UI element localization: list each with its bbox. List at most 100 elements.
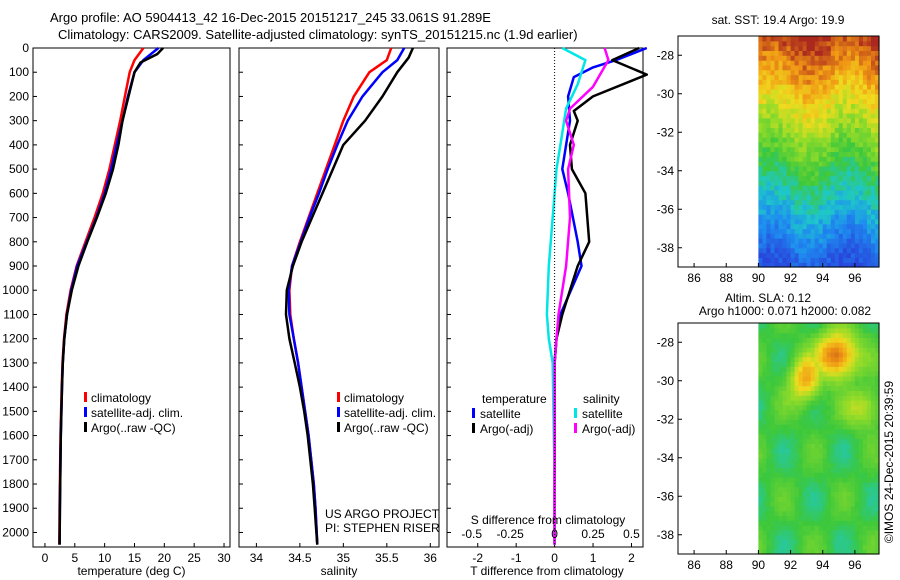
- sla_map-cell: [798, 467, 804, 473]
- sst_map-cell: [838, 180, 844, 186]
- sla_map-cell: [842, 347, 848, 353]
- sst_map-cell: [838, 262, 844, 268]
- sst_map-cell: [802, 127, 808, 133]
- sla_map-cell: [830, 327, 836, 334]
- sst_map-cell: [794, 132, 800, 138]
- sst_map-cell: [774, 45, 780, 51]
- sst_map-cell: [850, 88, 856, 95]
- sst_map-cell: [766, 238, 771, 244]
- sst_map-cell: [762, 204, 767, 210]
- sst_map-cell: [854, 242, 860, 249]
- sla_map-cell: [818, 539, 824, 545]
- sla_map-cell: [862, 544, 868, 550]
- sst_map-cell: [810, 64, 816, 71]
- sst_map-cell: [766, 204, 771, 210]
- sla_map-cell: [854, 472, 860, 478]
- sla_map-cell: [798, 510, 804, 517]
- sla_map-cell: [862, 366, 868, 372]
- sst_map-cell: [782, 185, 788, 191]
- temperature-ytick-label: 1500: [2, 404, 29, 418]
- sst_map-cell: [871, 103, 876, 109]
- sst_map-cell: [758, 132, 763, 138]
- sla_map-cell: [766, 371, 771, 377]
- sst_map-cell: [822, 127, 828, 133]
- sla_map-cell: [858, 443, 864, 449]
- sst_map-cell: [794, 50, 800, 56]
- sst_map-cell: [818, 223, 824, 230]
- sla_map-cell: [782, 491, 788, 497]
- sst_map-cell: [830, 146, 836, 153]
- sla_map-cell: [875, 414, 880, 420]
- sst_map-cell: [774, 180, 780, 186]
- sst_map-cell: [794, 238, 800, 244]
- sla_map-cell: [850, 361, 856, 367]
- sst_map-cell: [850, 180, 856, 186]
- sst_map-cell: [854, 209, 860, 215]
- sla_map-cell: [806, 337, 812, 343]
- sst_map-cell: [778, 170, 784, 177]
- sla_map-cell: [762, 448, 767, 454]
- sla_map-cell: [786, 337, 792, 343]
- sst_map-cell: [875, 127, 880, 133]
- sst_map-cell: [822, 156, 828, 162]
- sla_map-cell: [842, 419, 848, 425]
- sst_map-cell: [798, 122, 804, 128]
- sst_map-cell: [814, 132, 820, 138]
- sla_map-cell: [802, 544, 808, 550]
- sst_map-cell: [798, 40, 804, 47]
- figure-title-line2: Climatology: CARS2009. Satellite-adjuste…: [58, 27, 578, 42]
- sla_map-cell: [862, 481, 868, 488]
- sla_map-cell: [814, 438, 820, 444]
- sla_map-cell: [850, 448, 856, 454]
- sst_map-xtick-label: 88: [720, 271, 734, 285]
- sst_map-cell: [838, 88, 844, 95]
- sst_map-cell: [794, 84, 800, 90]
- sst_map-cell: [814, 252, 820, 258]
- sla_map-cell: [826, 414, 832, 420]
- sla_map-cell: [866, 351, 872, 358]
- sst_map-cell: [850, 194, 856, 201]
- sst_map-cell: [842, 223, 848, 230]
- sst_map-cell: [806, 79, 812, 85]
- sst_map-cell: [838, 50, 844, 56]
- sst_map-cell: [862, 199, 868, 205]
- sla_map-cell: [826, 351, 832, 358]
- sla_map-cell: [782, 327, 788, 334]
- sla_map-cell: [846, 438, 852, 444]
- sla_map-cell: [802, 510, 808, 517]
- sla_map-cell: [858, 496, 864, 502]
- sst_map-cell: [850, 223, 856, 230]
- sst_map-cell: [875, 117, 880, 124]
- sst_map-cell: [854, 199, 860, 205]
- sst_map-cell: [794, 108, 800, 114]
- sst_map-cell: [798, 146, 804, 153]
- sla_map-cell: [806, 443, 812, 449]
- sla_map-cell: [854, 544, 860, 550]
- sla_map-cell: [778, 356, 784, 363]
- sla_map-cell: [794, 520, 800, 526]
- sla_map-cell: [854, 448, 860, 454]
- sla_map-cell: [810, 366, 816, 372]
- sla_map-cell: [846, 419, 852, 425]
- sst_map-cell: [794, 137, 800, 143]
- sla_map-cell: [794, 332, 800, 338]
- sla_map-cell: [766, 323, 771, 329]
- temperature-xtick-label: 20: [158, 551, 172, 565]
- sla_map-cell: [774, 366, 780, 372]
- sst_map-cell: [782, 233, 788, 239]
- sst_map-cell: [850, 165, 856, 172]
- sla_map-cell: [802, 462, 808, 468]
- sla_map-cell: [770, 477, 776, 483]
- sla_map-cell: [798, 448, 804, 454]
- sla_map-cell: [846, 361, 852, 367]
- sla_map-cell: [862, 395, 868, 401]
- sla_map-cell: [802, 515, 808, 521]
- sst_map-cell: [842, 165, 848, 172]
- sla_map-cell: [758, 448, 763, 454]
- sla_map-cell: [786, 486, 792, 492]
- sst_map-cell: [871, 84, 876, 90]
- sla_map-cell: [770, 347, 776, 353]
- sla_map-cell: [810, 385, 816, 391]
- sla_map-cell: [834, 549, 840, 555]
- sst_map-cell: [826, 64, 832, 71]
